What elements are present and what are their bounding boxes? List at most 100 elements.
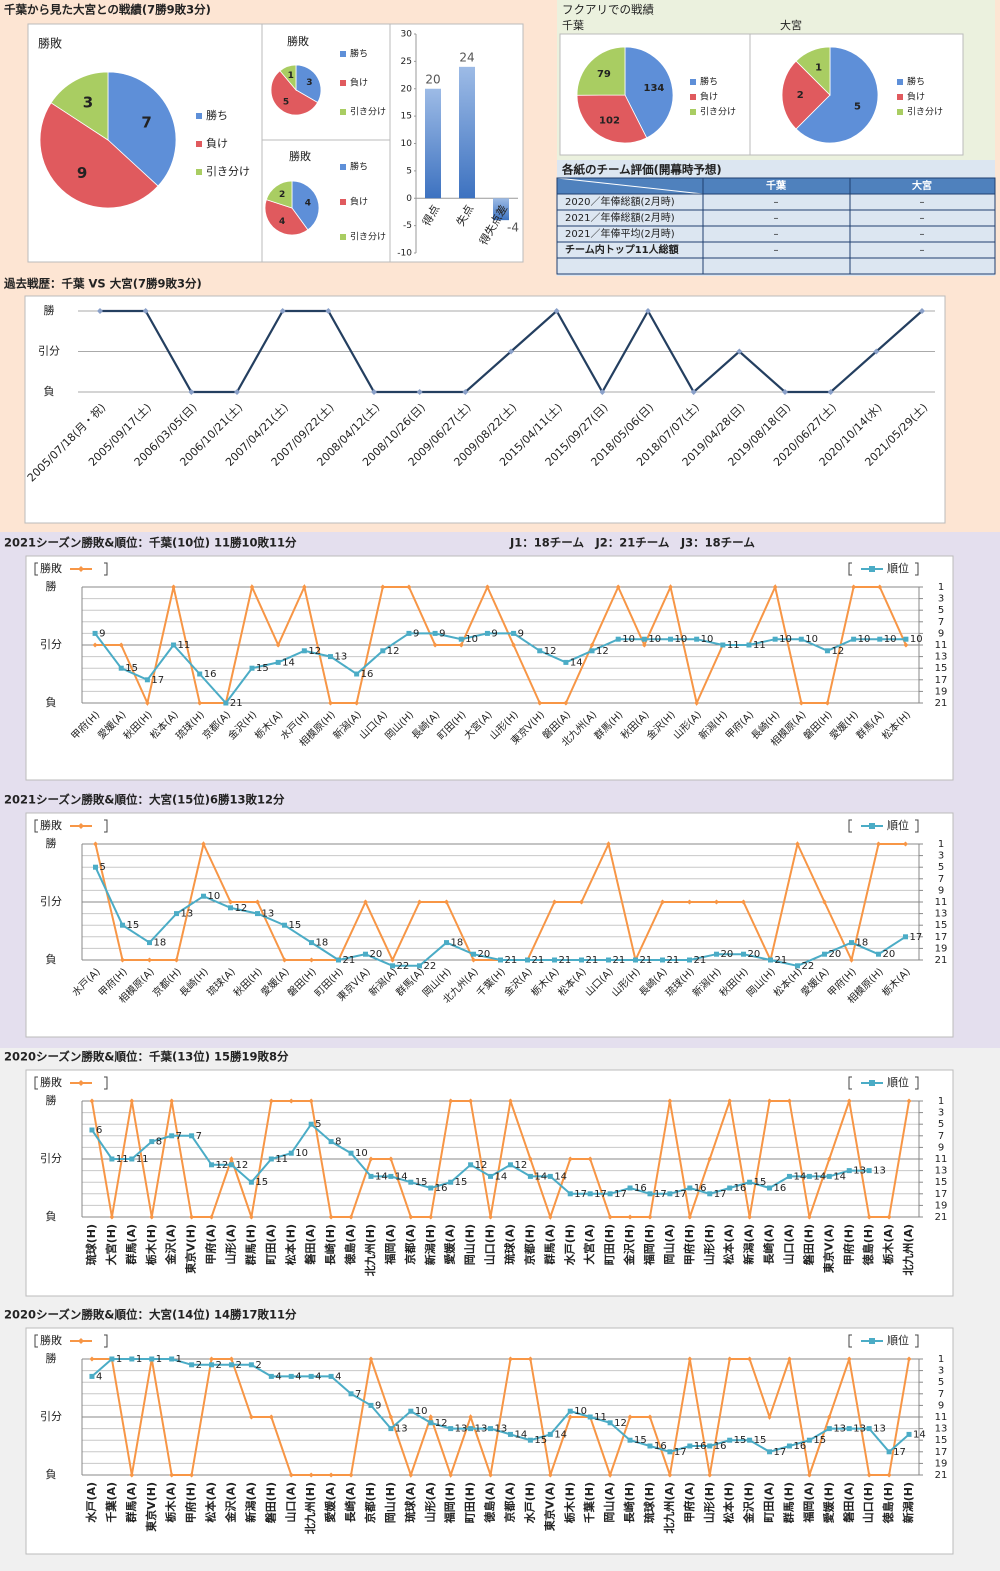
legend-swatch bbox=[340, 51, 346, 57]
marker bbox=[120, 957, 125, 963]
cell: – bbox=[774, 229, 779, 240]
data-label: 21 bbox=[559, 955, 572, 966]
x-tick-label: 松本(H) bbox=[722, 1482, 736, 1523]
y-tick-label: 負 bbox=[46, 1210, 57, 1223]
data-label: 14 bbox=[395, 1171, 408, 1182]
marker bbox=[448, 1472, 454, 1478]
marker bbox=[633, 957, 638, 963]
data-label: 21 bbox=[505, 955, 518, 966]
x-tick-label: 岡山(H) bbox=[463, 1224, 477, 1265]
y2-tick-label: 19 bbox=[935, 1458, 948, 1469]
marker bbox=[471, 957, 476, 963]
data-label: 11 bbox=[594, 1412, 607, 1423]
x-tick-label: 町田(A) bbox=[264, 1224, 277, 1265]
y-tick-label: 負 bbox=[46, 696, 57, 709]
y2-tick-label: 17 bbox=[935, 675, 948, 686]
data-label: 4 bbox=[335, 1371, 341, 1382]
marker bbox=[129, 1472, 135, 1478]
legend-label: 引き分け bbox=[350, 107, 386, 118]
legend-swatch bbox=[196, 113, 202, 119]
marker bbox=[189, 1362, 195, 1368]
marker bbox=[120, 922, 125, 928]
chart-title: 千葉 bbox=[562, 18, 584, 32]
marker bbox=[507, 1098, 513, 1104]
marker bbox=[189, 1214, 195, 1220]
pie-slice bbox=[264, 199, 309, 236]
data-label: 7 bbox=[355, 1389, 361, 1400]
marker bbox=[786, 1356, 792, 1362]
x-tick-label: 東京V(A) bbox=[821, 1224, 835, 1273]
marker bbox=[849, 940, 854, 946]
y-tick-label: 引分 bbox=[40, 894, 62, 908]
data-label: 8 bbox=[156, 1137, 162, 1148]
y-tick-label: 引分 bbox=[38, 344, 60, 358]
y-tick-label: -5 bbox=[403, 221, 412, 231]
x-tick-label: 福岡(A) bbox=[383, 1224, 397, 1266]
x-tick-label: 千葉(H) bbox=[582, 1482, 596, 1523]
data-label: 8 bbox=[335, 1137, 341, 1148]
data-label: 13 bbox=[873, 1424, 886, 1435]
legend-label: 勝ち bbox=[350, 48, 368, 60]
data-label: 21 bbox=[667, 955, 680, 966]
marker bbox=[736, 348, 743, 355]
y2-tick-label: 15 bbox=[935, 1177, 948, 1188]
marker bbox=[228, 899, 233, 905]
marker bbox=[288, 1098, 294, 1104]
marker bbox=[660, 899, 665, 905]
legend-swatch bbox=[340, 199, 346, 205]
marker bbox=[607, 1472, 613, 1478]
data-label: 4 bbox=[275, 1371, 281, 1382]
data-label: 9 bbox=[439, 628, 445, 639]
data-label: 15 bbox=[734, 1435, 747, 1446]
x-tick-label: 新潟(H) bbox=[423, 1224, 437, 1265]
data-label: 10 bbox=[355, 1148, 368, 1159]
marker bbox=[607, 1420, 613, 1426]
diagonal bbox=[556, 177, 704, 195]
x-tick-label: 岡山(A) bbox=[662, 1224, 676, 1265]
marker bbox=[488, 1472, 494, 1478]
marker bbox=[846, 1356, 852, 1362]
data-label: 18 bbox=[451, 938, 464, 949]
panel bbox=[24, 295, 946, 524]
marker bbox=[89, 1098, 95, 1104]
marker bbox=[903, 934, 908, 940]
data-label: 10 bbox=[910, 634, 923, 645]
series-line bbox=[91, 1122, 870, 1195]
marker bbox=[877, 584, 883, 590]
y2-tick-label: 7 bbox=[938, 1131, 944, 1142]
x-tick-label: 松本(A) bbox=[204, 1482, 218, 1523]
x-tick-label: 千葉(A) bbox=[104, 1482, 118, 1523]
chart-title: 勝敗 bbox=[38, 36, 62, 51]
marker bbox=[228, 1156, 234, 1162]
marker bbox=[707, 1156, 713, 1162]
data-label: 22 bbox=[424, 961, 437, 972]
data-label: 6 bbox=[96, 1125, 102, 1136]
marker bbox=[89, 1373, 95, 1379]
marker bbox=[234, 389, 240, 395]
marker bbox=[607, 1214, 613, 1220]
y2-tick-label: 1 bbox=[938, 839, 944, 850]
pie-slice bbox=[50, 71, 109, 141]
pie-slice bbox=[291, 180, 320, 231]
marker bbox=[527, 1156, 533, 1162]
marker bbox=[579, 899, 584, 905]
marker bbox=[727, 1098, 733, 1104]
data-label: 13 bbox=[395, 1424, 408, 1435]
row-label: 2021／年俸総額(2月時) bbox=[565, 211, 675, 224]
marker bbox=[567, 1156, 573, 1162]
data-label: 17 bbox=[674, 1189, 687, 1200]
marker bbox=[668, 636, 674, 642]
x-tick-label: 水戸(H) bbox=[522, 1482, 536, 1523]
legend-swatch bbox=[196, 169, 202, 175]
data-label: 20 bbox=[829, 949, 842, 960]
marker bbox=[866, 1168, 872, 1174]
data-label: 10 bbox=[884, 634, 897, 645]
y-tick-label: 引分 bbox=[40, 637, 62, 651]
cell: – bbox=[920, 213, 925, 224]
legend-label: 負け bbox=[350, 196, 368, 208]
marker bbox=[567, 1191, 573, 1197]
series-line bbox=[91, 1358, 910, 1454]
marker bbox=[746, 642, 752, 648]
marker bbox=[647, 1443, 653, 1449]
